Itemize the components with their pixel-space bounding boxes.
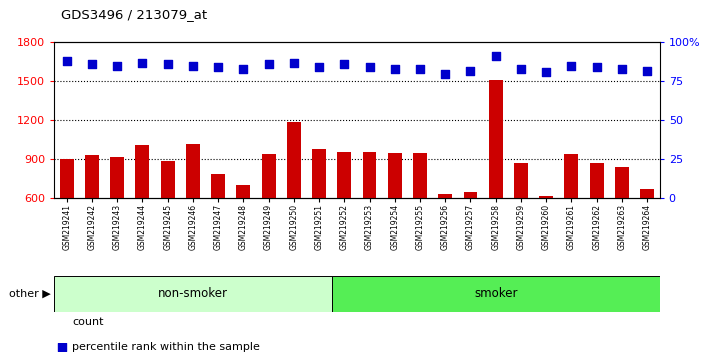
Point: [590, 64, 602, 70]
Bar: [287, 122, 301, 198]
Bar: [388, 153, 402, 198]
Point: [464, 68, 476, 73]
Point: [313, 64, 324, 70]
Point: [363, 64, 375, 70]
Point: [128, 306, 140, 311]
Point: [136, 60, 149, 65]
Point: [565, 63, 577, 69]
Bar: [514, 163, 528, 198]
Point: [338, 62, 350, 67]
Bar: [590, 163, 603, 198]
Point: [237, 66, 249, 72]
Point: [414, 66, 425, 72]
Bar: [565, 154, 578, 198]
Bar: [489, 80, 503, 198]
Bar: [186, 144, 200, 198]
Bar: [110, 157, 124, 198]
Text: percentile rank within the sample: percentile rank within the sample: [72, 342, 260, 352]
Bar: [54, 276, 332, 312]
Text: GDS3496 / 213079_at: GDS3496 / 213079_at: [61, 8, 208, 21]
Text: non-smoker: non-smoker: [158, 287, 228, 300]
Bar: [615, 167, 629, 198]
Bar: [161, 161, 174, 198]
Point: [389, 66, 400, 72]
Bar: [640, 189, 654, 198]
Point: [86, 62, 97, 67]
Point: [212, 64, 224, 70]
Bar: [413, 153, 427, 198]
Bar: [85, 155, 99, 198]
Bar: [211, 173, 225, 198]
Point: [262, 62, 274, 67]
Point: [288, 60, 299, 65]
Point: [187, 63, 198, 69]
Point: [616, 66, 627, 72]
Point: [515, 66, 526, 72]
Bar: [337, 152, 351, 198]
Bar: [438, 194, 452, 198]
Bar: [60, 159, 74, 198]
Point: [61, 58, 72, 64]
Point: [641, 68, 653, 73]
Bar: [236, 185, 250, 198]
Text: count: count: [72, 317, 104, 327]
Text: other ▶: other ▶: [9, 289, 50, 299]
Bar: [539, 196, 553, 198]
Bar: [363, 152, 376, 198]
Point: [490, 54, 501, 59]
Bar: [136, 145, 149, 198]
Point: [111, 63, 123, 69]
Bar: [312, 149, 326, 198]
Point: [162, 62, 173, 67]
Bar: [464, 192, 477, 198]
Bar: [332, 276, 660, 312]
Point: [439, 71, 451, 76]
Text: smoker: smoker: [474, 287, 518, 300]
Bar: [262, 154, 275, 198]
Point: [540, 69, 552, 75]
